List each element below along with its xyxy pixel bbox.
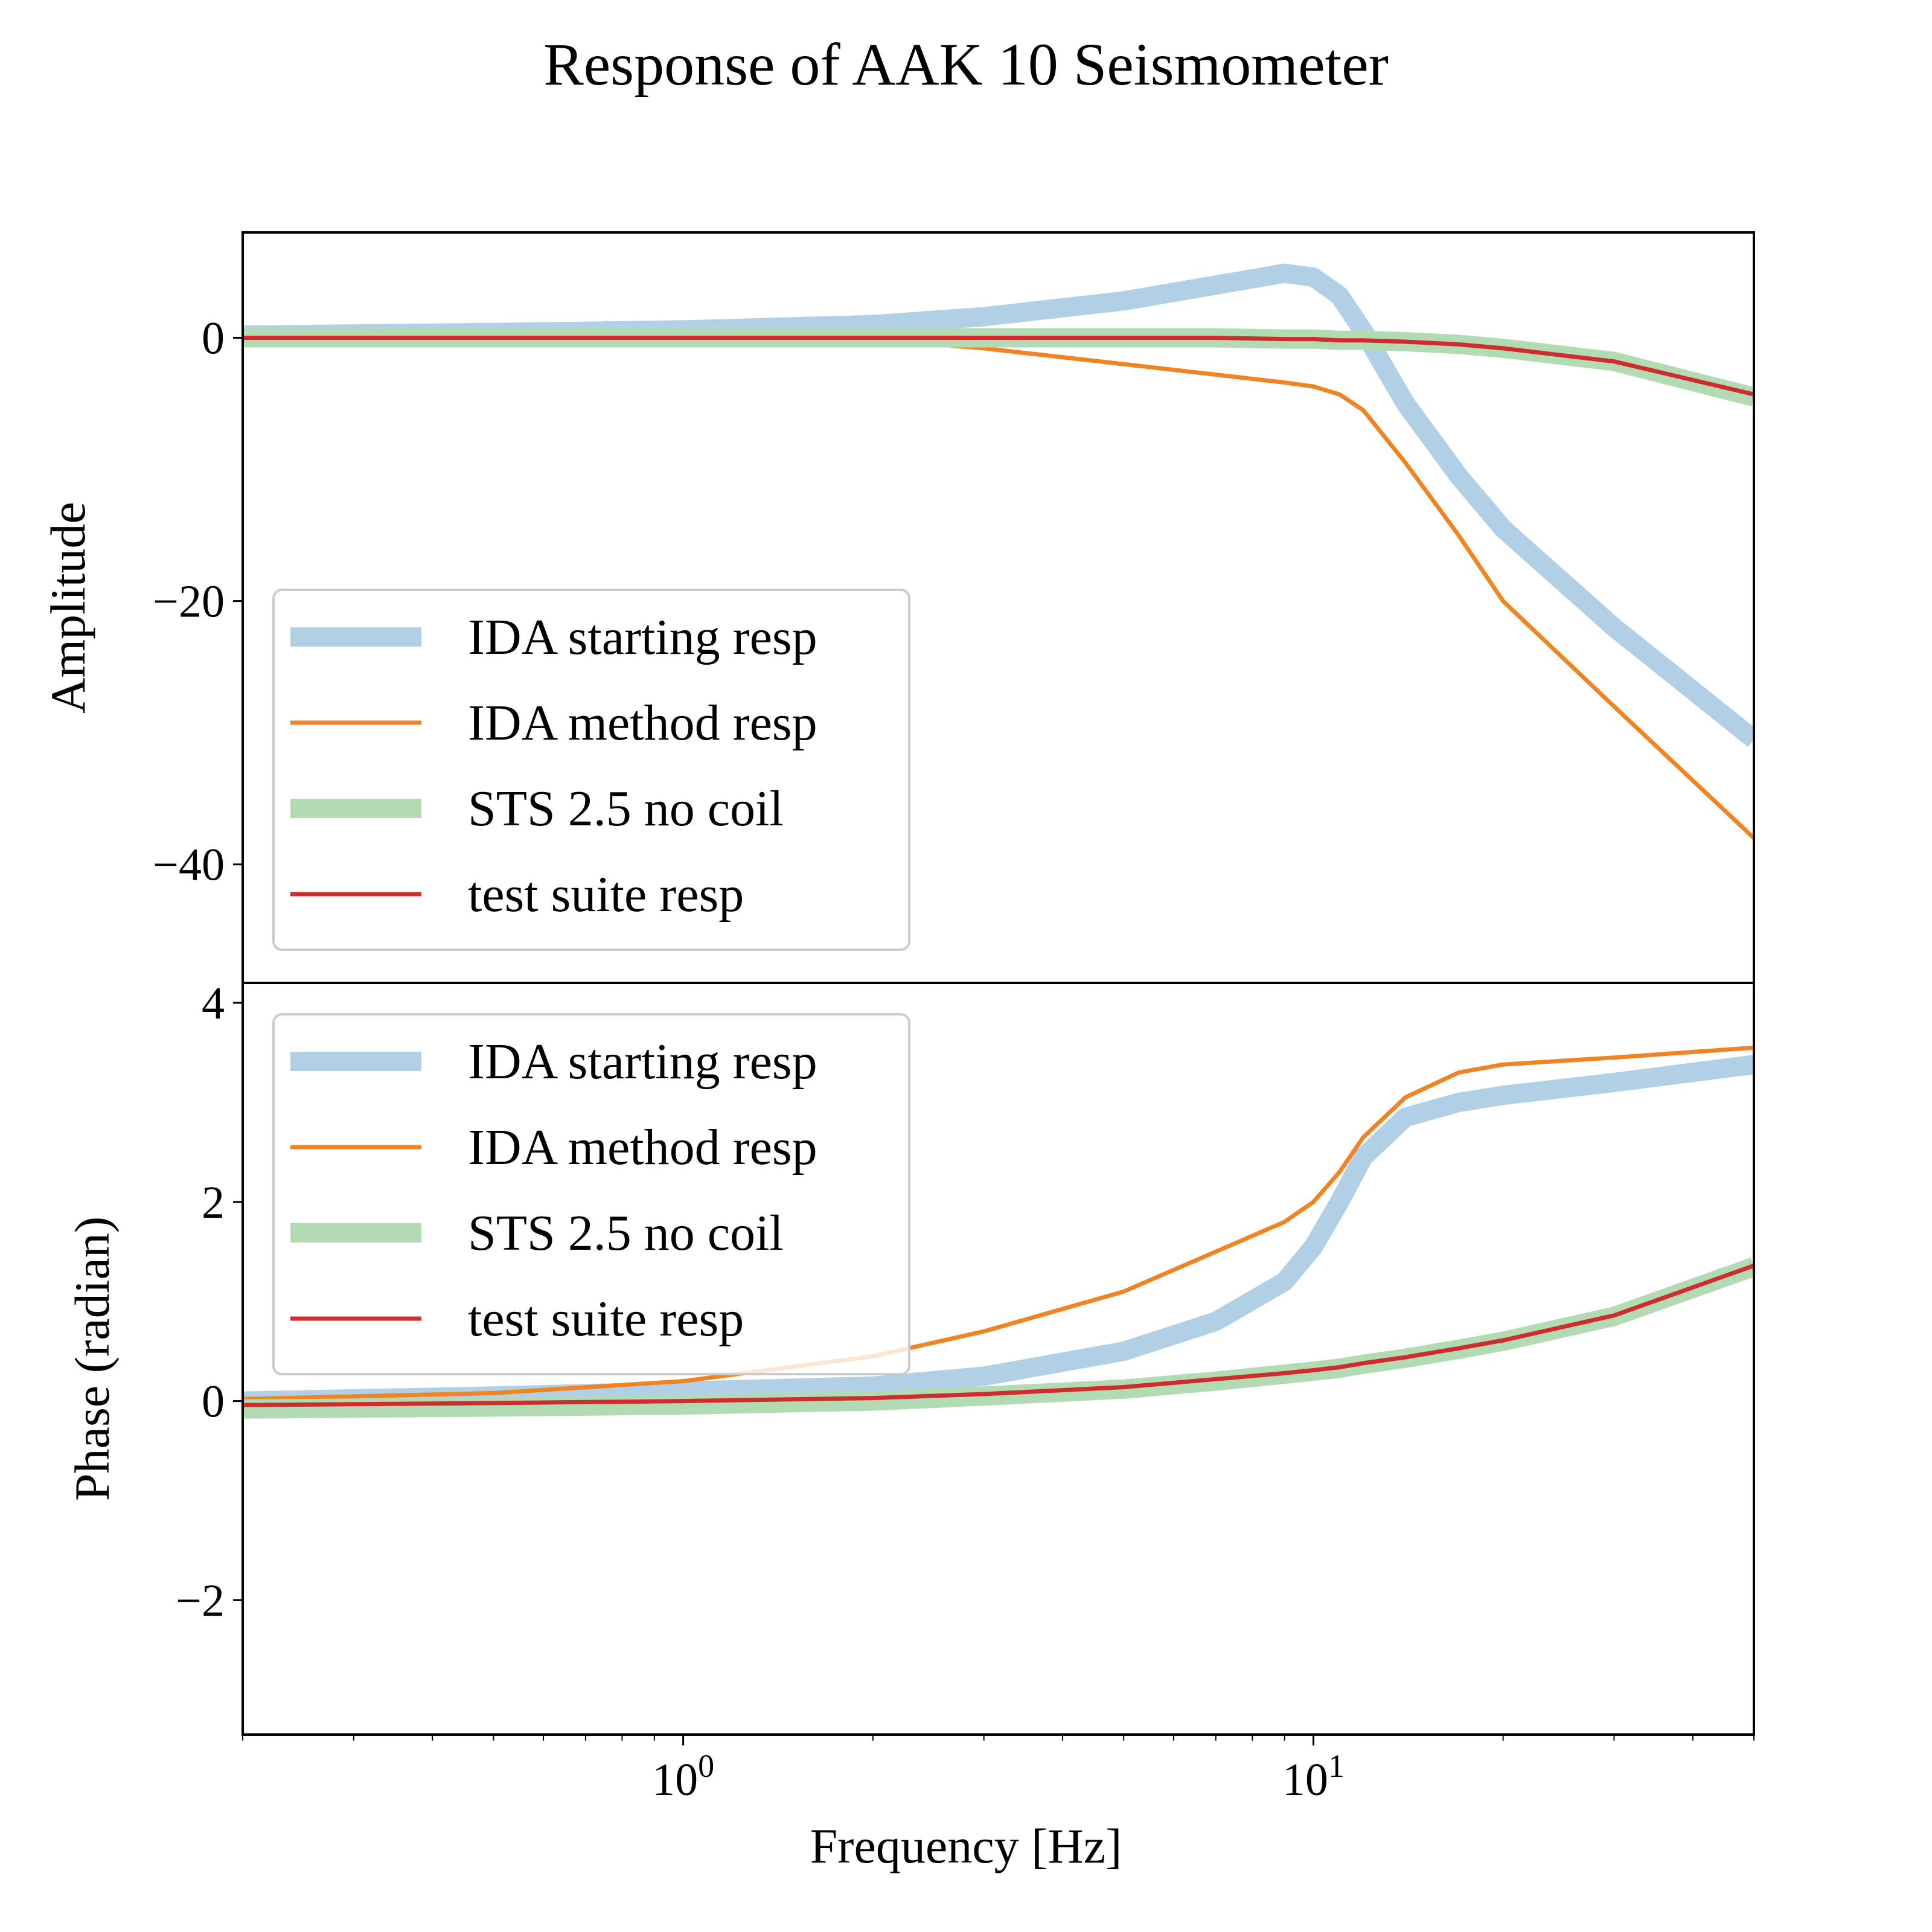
amplitude-legend: IDA starting resp IDA method resp STS 2.5 …	[272, 589, 910, 951]
legend-entry-label: IDA method resp	[468, 1119, 817, 1176]
y-tick-label: 4	[202, 978, 225, 1029]
x-axis-label: Frequency [Hz]	[810, 1818, 1122, 1873]
y-tick-label: 0	[202, 313, 225, 363]
legend-entry-label: STS 2.5 no coil	[468, 1205, 784, 1261]
legend-entry-label: IDA starting resp	[468, 609, 817, 665]
y-tick-label: 0	[202, 1377, 225, 1427]
legend-entry-label: STS 2.5 no coil	[468, 781, 784, 837]
y-tick-label: 2	[202, 1177, 225, 1228]
series-line-ida-starting-resp	[243, 1055, 1754, 1411]
legend-entry-label: test suite resp	[468, 1291, 744, 1347]
y-tick-label: −2	[176, 1575, 225, 1626]
series-line-test-suite-resp	[243, 336, 1754, 397]
phase-lines	[243, 1045, 1754, 1419]
x-tick-label: 100	[652, 1748, 714, 1805]
y-tick-label: −20	[153, 577, 225, 627]
y-axis-label: Amplitude	[40, 502, 95, 714]
series-line-test-suite-resp	[243, 1264, 1754, 1407]
y-axis-label: Phase (radian)	[65, 1217, 120, 1501]
legend-frame	[272, 589, 910, 951]
legend-entry-label: IDA method resp	[468, 695, 817, 751]
amplitude-lines	[243, 263, 1754, 840]
x-tick-label: 101	[1282, 1748, 1345, 1805]
phase-frame	[242, 982, 1755, 1736]
chart-title: Response of AAK 10 Seismometer	[543, 31, 1389, 98]
phase-legend: IDA starting resp IDA method resp STS 2.5 …	[272, 1013, 910, 1375]
y-tick-label: −40	[153, 840, 225, 891]
series-line-ida-starting-resp	[243, 263, 1754, 747]
legend-entry-label: test suite resp	[468, 866, 744, 923]
legend-entry-label: IDA starting resp	[468, 1034, 817, 1090]
legend-frame	[272, 1013, 910, 1375]
